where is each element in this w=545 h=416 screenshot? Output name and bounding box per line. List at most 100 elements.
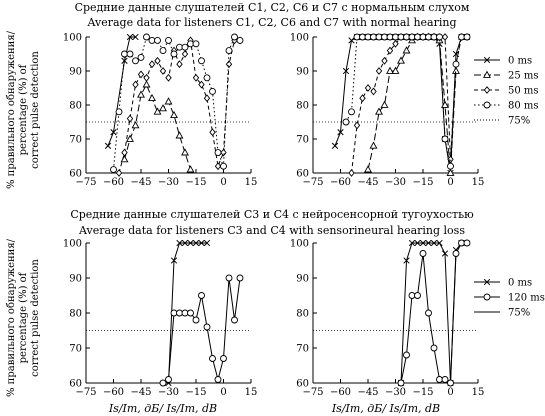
data-point [159,67,167,75]
legend-item: 120 ms [474,293,545,304]
data-point [104,142,112,149]
data-point [137,53,145,61]
data-point [192,316,200,324]
legend-label: 0 ms [508,56,532,67]
data-point [403,351,410,359]
data-point [115,169,123,177]
data-point [126,114,134,123]
y-tick-label: 80 [296,309,309,320]
x-tick-label: −30 [385,387,406,398]
x-tick-label: 15 [472,387,485,398]
data-point [137,90,145,98]
data-point [186,165,195,173]
y-tick-label: 70 [296,135,309,146]
x-tick-label: −45 [130,177,151,188]
legend-label: 25 ms [508,71,539,82]
y-tick-label: 60 [296,169,309,180]
data-point [181,50,189,58]
data-point [348,108,355,116]
bottom-title-en: Average data for listeners C3 and C4 wit… [78,224,465,237]
data-point [165,36,172,44]
data-point [203,74,211,82]
x-tick-label: −75 [302,177,323,188]
x-tick-label: −60 [330,387,351,398]
x-tick-label: −60 [103,387,124,398]
x-tick-label: −15 [185,387,206,398]
legend-label: 75% [508,308,530,319]
y-tick-label: 80 [69,101,82,112]
x-tick-label: 15 [245,177,258,188]
data-point [132,33,139,41]
legend-item: 0 ms [474,56,532,67]
legend-label: 75% [508,116,530,127]
x-tick-label: 0 [220,387,226,398]
series-line [345,36,467,167]
legend-item: 75% [474,308,530,319]
legend-marker [483,293,491,301]
data-point [209,128,216,137]
data-point [364,165,372,173]
y-tick-label: 80 [69,309,82,320]
series-25-ms [364,32,460,176]
data-point [419,250,427,257]
series-line [400,242,467,384]
data-point [419,239,427,247]
data-point [126,134,134,142]
ylabel-line1: % правильного обнаружения/ [6,238,17,397]
x-tick-label: −30 [158,387,179,398]
data-point [441,33,449,41]
ylabel-line3: correct pulse detection [30,259,41,377]
data-point [120,155,129,163]
data-point [236,36,244,44]
data-point [176,60,183,69]
y-tick-label: 90 [296,274,309,285]
x-tick-label: 15 [472,177,485,188]
y-tick-label: 90 [69,274,82,285]
bottom-right-xlabel: Is/Im, дБ/ Is/Im, dB [331,402,440,415]
data-point [375,67,383,75]
x-tick-label: −15 [412,387,433,398]
x-tick-label: −45 [357,177,378,188]
data-point [348,37,355,44]
data-point [165,376,172,383]
y-tick-label: 60 [296,379,309,390]
data-point [425,239,432,247]
y-tick-label: 70 [296,344,309,355]
y-tick-label: 60 [69,169,82,180]
data-point [430,344,438,352]
top-right-panel: −75 −60 −45 −30 −15 0 15 60 70 80 90 100 [290,33,484,189]
x-tick-label: −60 [330,177,351,188]
data-point [369,141,378,149]
data-point [231,316,238,324]
data-point [463,239,471,247]
data-point [214,149,222,157]
x-tick-label: −75 [302,387,323,398]
data-point [181,148,189,156]
data-point [153,107,162,115]
x-tick-label: −75 [75,387,96,398]
data-point [198,292,205,299]
x-tick-label: 0 [447,177,453,188]
data-point [225,274,233,282]
data-point [220,162,227,170]
data-point [331,142,339,149]
legend-item: 0 ms [474,278,532,289]
data-point [164,97,173,105]
data-point [225,60,233,69]
data-point [148,60,156,69]
legend-marker [483,278,491,286]
data-point [132,80,139,89]
top-title-ru: Средние данные слушателей C1, C2, C6 и C… [75,1,470,14]
data-point [452,50,460,58]
bottom-left-panel: −75 −60 −45 −30 −15 0 15 60 70 80 90 100 [63,239,257,399]
data-point [198,80,205,89]
data-point [231,33,238,41]
y-tick-label: 80 [296,101,309,112]
data-point [187,309,194,317]
data-point [142,80,151,88]
data-point [121,148,128,157]
data-point [154,56,161,65]
data-point [386,66,394,74]
data-point [353,121,361,130]
